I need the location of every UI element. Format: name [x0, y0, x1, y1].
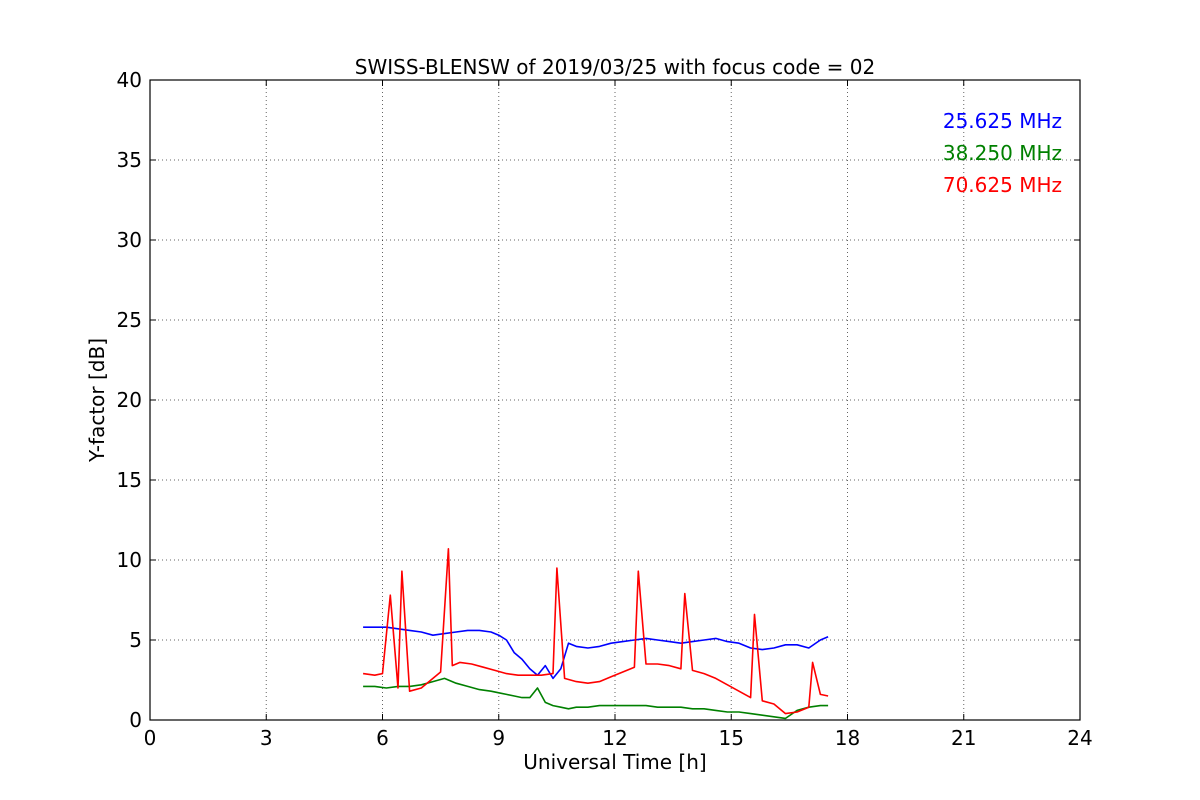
y-tick-label: 35: [117, 148, 142, 172]
x-tick-label: 24: [1067, 726, 1092, 750]
legend-entry: 38.250 MHz: [943, 141, 1062, 165]
y-tick-label: 5: [129, 628, 142, 652]
legend-entry: 70.625 MHz: [943, 173, 1062, 197]
legend-entry: 25.625 MHz: [943, 109, 1062, 133]
legend: 25.625 MHz 38.250 MHz 70.625 MHz: [943, 109, 1062, 197]
series-line-38-250-mhz: [363, 677, 829, 720]
x-tick-label: 21: [951, 726, 976, 750]
x-tick-label: 6: [376, 726, 389, 750]
y-tick-label: 15: [117, 468, 142, 492]
chart-title: SWISS-BLENSW of 2019/03/25 with focus co…: [355, 55, 876, 79]
x-tick-label: 12: [602, 726, 627, 750]
x-tick-label: 18: [835, 726, 860, 750]
y-tick-label: 40: [117, 68, 142, 92]
series-line-70-625-mhz: [362, 547, 829, 715]
y-tick-label: 10: [117, 548, 142, 572]
series-layer: [362, 547, 829, 720]
x-tick-label: 9: [492, 726, 505, 750]
y-tick-label: 25: [117, 308, 142, 332]
x-tick-label: 3: [260, 726, 273, 750]
y-tick-label: 20: [117, 388, 142, 412]
x-tick-label: 0: [144, 726, 157, 750]
y-axis-label: Y-factor [dB]: [85, 338, 109, 463]
x-axis-label: Universal Time [h]: [523, 750, 706, 774]
x-tick-label: 15: [719, 726, 744, 750]
y-tick-label: 30: [117, 228, 142, 252]
y-tick-label: 0: [129, 708, 142, 732]
series-line-25-625-mhz: [363, 626, 829, 680]
ticks: 0 3 6 9 12 15 18 21 24 0 5 10 15 20 25 30 35 40: [117, 68, 1093, 750]
